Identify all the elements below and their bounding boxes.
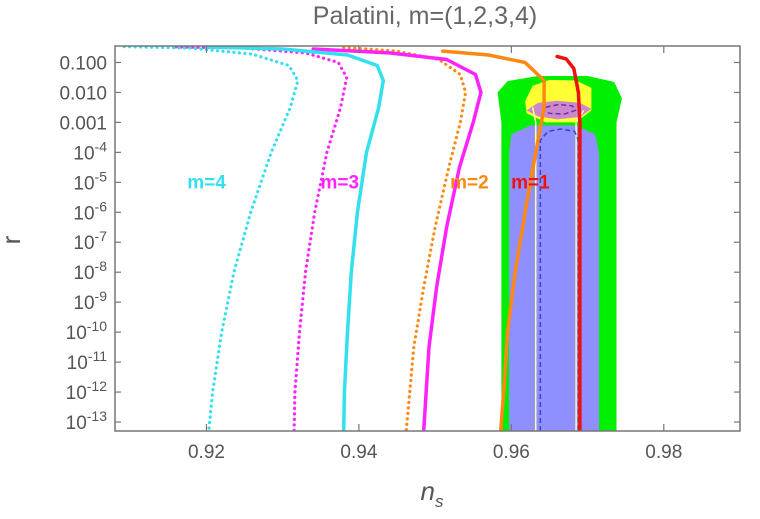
x-tick-label: 0.98 [645, 442, 682, 463]
x-tick-label: 0.96 [493, 442, 530, 463]
x-tick-label: 0.92 [188, 442, 225, 463]
x-axis-ticks: 0.92 0.94 0.96 0.98 [188, 46, 682, 463]
x-tick-label: 0.94 [340, 442, 377, 463]
series-m=3-dotted [174, 46, 349, 431]
curve-label-m=4: m=4 [187, 172, 226, 193]
series-m=2-solid [440, 49, 546, 431]
y-tick-label: 10-10 [66, 318, 108, 344]
series-m=3-solid [311, 47, 483, 431]
y-tick-label: 10-12 [66, 378, 108, 404]
curve-label-m=3: m=3 [321, 172, 360, 193]
series-m=2-dotted [342, 46, 468, 431]
plot-frame [114, 45, 741, 432]
y-tick-label: 10-8 [73, 258, 107, 284]
y-tick-label: 10-11 [67, 348, 108, 374]
dashed-contour-2 [543, 103, 577, 115]
chart-title: Palatini, m=(1,2,3,4) [313, 2, 537, 30]
series-m=4-solid [204, 46, 386, 431]
y-axis-ticks: 0.100 0.010 0.001 10-4 10-5 10-6 10-7 10-8 10-9 1… [59, 53, 740, 434]
y-tick-label: 0.010 [59, 83, 107, 104]
y-tick-label: 0.100 [59, 53, 107, 74]
y-tick-label: 10-4 [73, 138, 107, 164]
y-tick-label: 10-5 [73, 168, 107, 194]
curve-label-m=2: m=2 [450, 172, 489, 193]
curve-labels: m=1 m=2 m=3 m=4 [187, 172, 550, 193]
series-curves [122, 46, 582, 431]
y-tick-label: 0.001 [59, 113, 107, 134]
x-axis-label: ns [421, 476, 444, 511]
series-m=4-dotted [122, 46, 300, 431]
y-tick-label: 10-7 [73, 228, 107, 254]
curve-label-m=1: m=1 [511, 172, 550, 193]
confidence-region-2 [509, 125, 599, 431]
plot-area [122, 46, 622, 431]
y-tick-label: 10-6 [73, 198, 107, 224]
region-boundary-1 [531, 107, 537, 431]
y-tick-label: 10-9 [73, 288, 107, 314]
y-axis-label: r [0, 235, 26, 244]
series-m=1-solid [555, 54, 582, 431]
y-tick-label: 10-13 [66, 408, 108, 434]
